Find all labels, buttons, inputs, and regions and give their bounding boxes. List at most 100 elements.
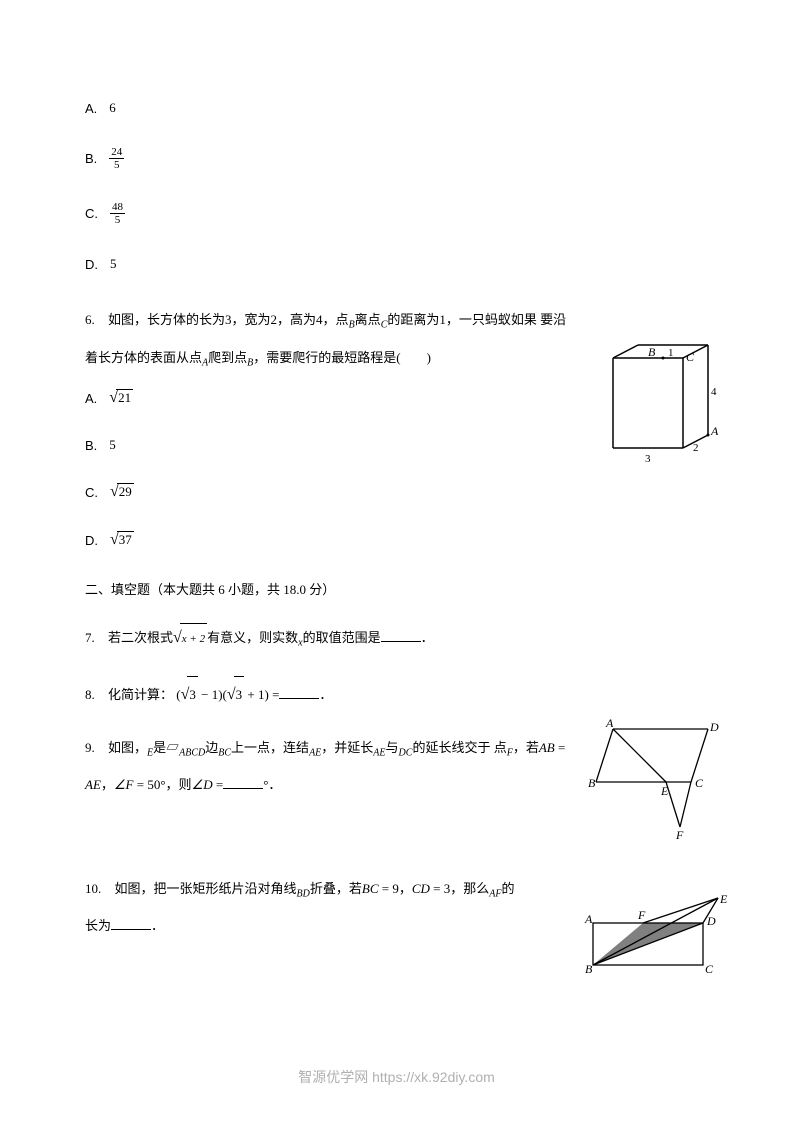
q6-option-d-sqrt: 37: [117, 531, 134, 548]
option-d: D. 5: [85, 256, 708, 272]
q6-text-5: 离点: [355, 312, 381, 327]
q9-text-12: =: [213, 777, 224, 792]
q9-ab: AB: [539, 740, 555, 755]
cuboid-figure: B 1 C 4 A 2 3: [603, 335, 723, 475]
q10-text-1: 如图，把一张矩形纸片沿对角线: [115, 881, 297, 896]
q9-text-1: 如图，: [108, 740, 147, 755]
option-b: B. 24 5: [85, 146, 708, 171]
q9-text-3: 边: [205, 740, 218, 755]
q9-text-9: ，若: [513, 740, 539, 755]
question-7: 7. 若二次根式√x + 2有意义，则实数x的取值范围是．: [85, 616, 708, 661]
q6-option-b-value: 5: [109, 437, 116, 453]
option-c-fraction: 48 5: [110, 201, 125, 226]
q9-ae3: AE: [85, 777, 101, 792]
q9-bc: BC: [218, 747, 231, 758]
option-c-denominator: 5: [110, 214, 125, 226]
sqrt-icon: √29: [110, 483, 134, 501]
q7-text-2: 有意义，则实数: [207, 630, 298, 645]
q6-text-9: 爬到点: [208, 350, 247, 365]
q7-text-1: 若二次根式: [108, 630, 173, 645]
q9-ae: AE: [309, 747, 321, 758]
q9-angle-d: ∠D: [192, 777, 213, 792]
q9-text-11: = 50°，则: [134, 777, 192, 792]
q6-option-a-label: A.: [85, 391, 97, 406]
q7-label: 7.: [85, 630, 95, 645]
rf-label-f: F: [637, 908, 646, 922]
footer-text: 智源优学网 https://xk.92diy.com: [0, 1067, 793, 1087]
sqrt-icon: √21: [109, 389, 133, 407]
cuboid-label-4: 4: [711, 386, 717, 398]
q9-abcd: ABCD: [179, 747, 205, 758]
q10-bc: BC: [362, 881, 379, 896]
q7-text-4: ．: [421, 630, 434, 645]
para-label-e: E: [660, 784, 669, 798]
para-label-d: D: [709, 720, 719, 734]
q6-text-10: ，需要爬行的最短路程是( ): [253, 350, 431, 365]
q6-text-4: ，点: [323, 312, 349, 327]
option-c-numerator: 48: [110, 201, 125, 214]
question-6: 6. 如图，长方体的长为3，宽为2，高为4，点B离点C的距离为1，一只蚂蚁如果 …: [85, 302, 575, 377]
q9-text-2: 是▱: [153, 740, 179, 755]
q8-text-1: 化简计算：: [108, 687, 173, 702]
sqrt-icon: √3: [181, 673, 198, 718]
q10-cd: CD: [412, 881, 430, 896]
q10-text-2: 折叠，若: [310, 881, 362, 896]
q6-option-a-sqrt: 21: [116, 389, 133, 406]
option-b-label: B.: [85, 151, 97, 166]
q9-text-8: 点: [494, 740, 507, 755]
section-2-title: 二、填空题（本大题共 6 小题，共 18.0 分）: [85, 579, 708, 598]
question-9: 9. 如图，E是▱ABCD边BC上一点，连结AE，并延长AE与DC的延长线交于 …: [85, 730, 575, 804]
q9-text-4: 上一点，连结: [231, 740, 309, 755]
q8-sqrt-3b: 3: [234, 676, 245, 713]
option-c: C. 48 5: [85, 201, 708, 226]
para-label-f: F: [675, 828, 684, 842]
parallelogram-svg: A D B E C F: [588, 717, 723, 847]
q10-af: AF: [489, 888, 501, 899]
rf-label-c: C: [705, 962, 714, 976]
cuboid-svg: B 1 C 4 A 2 3: [603, 335, 723, 470]
blank-field: [381, 630, 421, 642]
q7-text-3: 的取值范围是: [303, 630, 381, 645]
q6-option-c-sqrt: 29: [117, 483, 134, 500]
question-8: 8. 化简计算： (√3 − 1)(√3 + 1) =．: [85, 673, 708, 718]
q6-option-c-label: C.: [85, 485, 98, 500]
q8-sqrt-3a: 3: [187, 676, 198, 713]
cuboid-label-3: 3: [645, 453, 651, 465]
q10-bd: BD: [297, 888, 310, 899]
rf-label-e: E: [719, 893, 728, 906]
rect-fold-svg: A B C D E F: [583, 893, 733, 983]
q6-option-c: C. √29: [85, 483, 708, 501]
q10-text-5: 的: [501, 881, 514, 896]
sqrt-icon: √3: [227, 673, 244, 718]
q6-option-d: D. √37: [85, 531, 708, 549]
q9-text-7: 的延长线交于: [412, 740, 490, 755]
cuboid-label-1: 1: [668, 347, 674, 359]
q8-expr-2: − 1)(: [198, 687, 227, 702]
option-a: A. 6: [85, 100, 708, 116]
option-b-fraction: 24 5: [109, 146, 124, 171]
q10-text-3: = 9，: [379, 881, 412, 896]
blank-field: [279, 687, 319, 699]
q6-text-1: 如图，长方体的长为: [108, 312, 225, 327]
q9-text-10: ，: [101, 777, 114, 792]
q10-label: 10.: [85, 881, 101, 896]
option-c-label: C.: [85, 206, 98, 221]
q6-text-3: ，高为: [277, 312, 316, 327]
q6-text-6: 的距离为: [387, 312, 439, 327]
rectangle-fold-figure: A B C D E F: [583, 893, 733, 988]
option-a-label: A.: [85, 101, 97, 116]
option-a-value: 6: [109, 100, 116, 116]
q7-sqrt-content: x + 2: [180, 623, 207, 655]
sqrt-icon: √37: [110, 531, 134, 549]
question-10: 10. 如图，把一张矩形纸片沿对角线BD折叠，若BC = 9，CD = 3，那么…: [85, 871, 575, 945]
option-b-numerator: 24: [109, 146, 124, 159]
q8-expr-3: + 1) =: [244, 687, 279, 702]
q10-text-6: 长为: [85, 918, 111, 933]
q6-text-7: ，一只蚂蚁如果: [446, 312, 537, 327]
q6-option-b-label: B.: [85, 438, 97, 453]
blank-field: [111, 918, 151, 930]
q10-text-7: ．: [151, 918, 164, 933]
para-label-a: A: [605, 717, 614, 730]
rf-label-d: D: [706, 914, 716, 928]
q9-text-6: 与: [386, 740, 399, 755]
